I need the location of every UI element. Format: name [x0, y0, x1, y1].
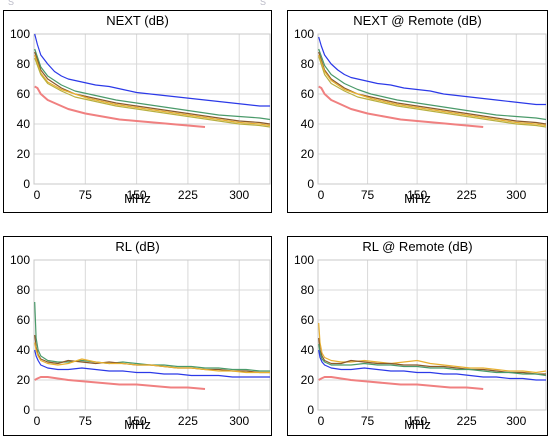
x-tick-label: 0: [318, 414, 325, 428]
y-tick-label: 20: [17, 147, 31, 161]
chart-panel-next: NEXT (dB) 0 20 40 60 80 100 0 75 150 225 300 MHz: [3, 10, 272, 213]
series-line-2: [318, 51, 547, 125]
series-line-4: [318, 56, 547, 128]
x-tick-label: 225: [457, 414, 477, 428]
plot-frame: [317, 259, 547, 411]
y-tick-label: 20: [301, 373, 315, 387]
x-tick-label: 75: [361, 414, 375, 428]
series-line-0: [34, 301, 270, 372]
plot-area: 0 20 40 60 80 100 0 75 150 225 300: [294, 253, 547, 428]
y-tick-label: 60: [17, 87, 31, 101]
plot-area: 0 20 40 60 80 100 0 75 150 225 300: [294, 27, 547, 202]
series-line-3: [318, 349, 546, 381]
chart-panel-rl-remote: RL @ Remote (dB) 0 20 40 60 80 100 0 75 150 225 30…: [287, 236, 548, 436]
y-tick-label: 0: [307, 403, 314, 417]
series-line-0: [318, 322, 547, 374]
x-tick-label: 150: [407, 414, 427, 428]
series-line-3: [34, 349, 270, 378]
chart-title: NEXT (dB): [106, 13, 169, 28]
x-axis-label: MHz: [404, 417, 431, 432]
x-tick-label: 225: [457, 188, 477, 202]
x-axis-label: MHz: [124, 417, 151, 432]
plot-frame: [33, 259, 271, 411]
x-tick-label: 0: [318, 188, 325, 202]
y-tick-label: 80: [17, 57, 31, 71]
cropped-text-fragment: S: [260, 0, 267, 7]
y-tick-label: 0: [23, 403, 30, 417]
series-line-1: [34, 48, 271, 121]
x-tick-label: 75: [361, 188, 375, 202]
series-line-1: [318, 48, 547, 121]
y-tick-label: 40: [301, 343, 315, 357]
y-tick-label: 100: [10, 27, 30, 41]
series-line-4: [34, 376, 206, 390]
x-tick-label: 0: [34, 188, 41, 202]
series-line-4: [34, 57, 271, 128]
series-line-5: [318, 85, 484, 128]
x-tick-label: 225: [178, 414, 198, 428]
cropped-text-fragment: S: [8, 0, 15, 7]
y-tick-label: 100: [294, 27, 314, 41]
x-tick-label: 300: [506, 188, 526, 202]
series-line-1: [318, 337, 546, 375]
y-tick-label: 60: [301, 87, 315, 101]
x-tick-label: 300: [229, 188, 249, 202]
x-tick-label: 300: [229, 414, 249, 428]
series-line-2: [34, 51, 271, 125]
y-tick-label: 100: [294, 253, 314, 267]
series-line-3: [34, 54, 271, 127]
y-tick-label: 0: [23, 177, 30, 191]
plot-frame: [33, 33, 271, 185]
x-tick-label: 150: [127, 188, 147, 202]
plot-area: 0 20 40 60 80 100 0 75 150 225 300: [10, 27, 271, 202]
chart-title: NEXT @ Remote (dB): [353, 13, 482, 28]
y-tick-label: 0: [307, 177, 314, 191]
plot-frame: [317, 33, 547, 185]
x-tick-label: 75: [79, 414, 93, 428]
y-tick-label: 80: [301, 283, 315, 297]
x-axis-label: MHz: [404, 191, 431, 206]
series-line-0: [34, 33, 270, 107]
x-axis-label: MHz: [124, 191, 151, 206]
y-tick-label: 80: [17, 283, 31, 297]
series-line-1: [34, 334, 270, 374]
chart-title: RL @ Remote (dB): [362, 239, 473, 254]
y-tick-label: 80: [301, 57, 315, 71]
y-tick-label: 100: [10, 253, 30, 267]
y-tick-label: 20: [301, 147, 315, 161]
series-line-3: [318, 54, 547, 127]
y-tick-label: 40: [301, 117, 315, 131]
series-line-4: [318, 376, 484, 390]
y-tick-label: 60: [17, 313, 31, 327]
y-tick-label: 40: [17, 343, 31, 357]
series-line-2: [318, 343, 547, 377]
x-tick-label: 0: [34, 414, 41, 428]
x-tick-label: 150: [127, 414, 147, 428]
x-tick-label: 150: [407, 188, 427, 202]
chart-title: RL (dB): [115, 239, 160, 254]
x-tick-label: 300: [506, 414, 526, 428]
series-line-2: [34, 342, 270, 374]
chart-panel-next-remote: NEXT @ Remote (dB) 0 20 40 60 80 100 0 75 150 225…: [287, 10, 548, 213]
series-line-0: [318, 36, 546, 106]
y-tick-label: 20: [17, 373, 31, 387]
series-line-5: [34, 85, 206, 128]
plot-area: 0 20 40 60 80 100 0 75 150 225 300: [10, 253, 271, 428]
x-tick-label: 225: [178, 188, 198, 202]
chart-panel-rl: RL (dB) 0 20 40 60 80 100 0 75 150 225 300 MHz: [3, 236, 272, 436]
x-tick-label: 75: [79, 188, 93, 202]
y-tick-label: 60: [301, 313, 315, 327]
y-tick-label: 40: [17, 117, 31, 131]
